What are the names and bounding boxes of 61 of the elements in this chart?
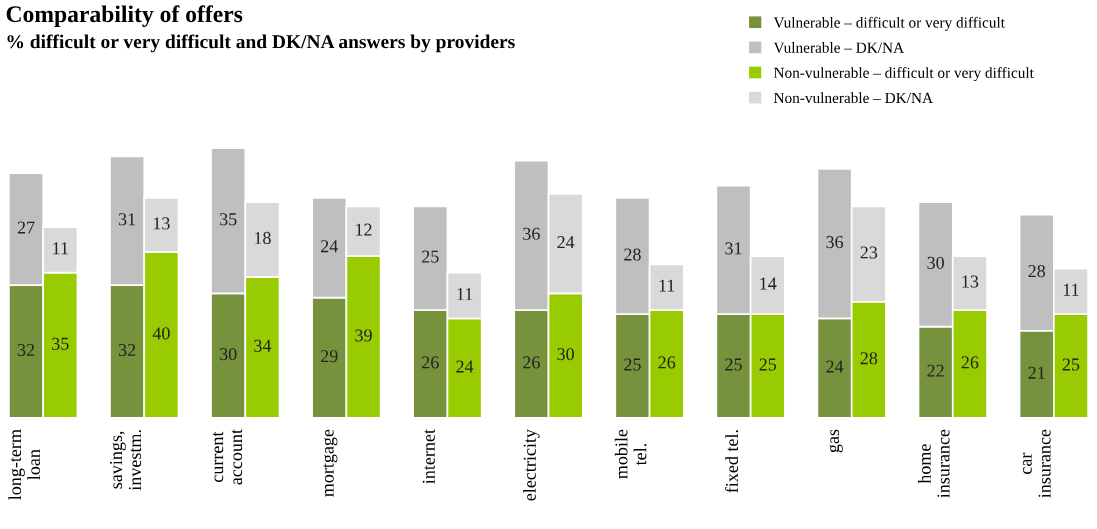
data-label: 31 [725, 242, 742, 255]
data-label: 12 [356, 223, 372, 236]
data-label: 25 [725, 358, 742, 371]
chart-subtitle: % difficult or very difficult and DK/NA answers by providers [7, 34, 515, 53]
data-label: 28 [1028, 265, 1046, 278]
data-label: 11 [457, 287, 473, 300]
data-label: 21 [1028, 366, 1045, 379]
data-label: 24 [321, 240, 338, 253]
data-label: 30 [927, 256, 944, 269]
data-label: 13 [962, 275, 979, 288]
data-label: 24 [557, 236, 575, 248]
data-label: 35 [52, 337, 69, 350]
data-label: 11 [1063, 283, 1079, 296]
data-label: 35 [220, 213, 237, 226]
x-tick-label: home insurance [918, 429, 950, 498]
data-label: 26 [961, 356, 979, 369]
data-label: 25 [759, 358, 777, 371]
data-label: 28 [860, 352, 878, 365]
x-tick-label: current account [212, 429, 243, 485]
data-label: 36 [826, 236, 844, 249]
data-label: 31 [118, 213, 136, 226]
data-label: 28 [624, 248, 641, 261]
data-label: 13 [153, 217, 170, 230]
data-label: 39 [355, 329, 372, 342]
data-label: 25 [422, 250, 439, 263]
data-label: 24 [826, 360, 844, 373]
data-label: 40 [152, 327, 170, 340]
legend-label: Vulnerable – difficult or very difficult [773, 16, 1005, 31]
legend-label: Vulnerable – DK/NA [773, 42, 905, 53]
data-label: 25 [624, 358, 641, 371]
chart-title: Comparability of offers [6, 5, 243, 28]
data-label: 32 [118, 343, 136, 357]
data-label: 11 [659, 279, 675, 292]
x-tick-label: savings, investm. [110, 430, 142, 491]
x-tick-label: mortgage [323, 429, 338, 497]
data-label: 14 [760, 277, 777, 290]
data-label: 34 [254, 339, 272, 352]
data-label: 25 [1062, 358, 1080, 371]
data-label: 27 [17, 221, 35, 234]
data-label: 23 [860, 246, 878, 259]
x-tick-label: internet [422, 429, 435, 484]
x-tick-label: fixed tel. [725, 430, 739, 493]
data-label: 26 [422, 356, 439, 369]
x-tick-label: electricity [523, 429, 540, 501]
x-tick-label: long-term loan [8, 429, 41, 500]
x-tick-label: gas [829, 429, 843, 453]
data-label: 36 [523, 227, 540, 240]
data-label: 32 [17, 343, 35, 357]
data-label: 22 [927, 364, 944, 377]
data-label: 26 [523, 356, 540, 369]
data-label: 18 [254, 231, 271, 245]
data-label: 29 [321, 350, 338, 363]
data-label: 26 [658, 356, 676, 369]
x-tick-label: car insurance [1023, 429, 1051, 498]
legend-label: Non-vulnerable – DK/NA [773, 92, 933, 104]
x-tick-label: mobile tel. [614, 429, 647, 479]
data-label: 30 [220, 348, 237, 361]
data-label: 24 [456, 360, 474, 373]
legend-label: Non-vulnerable – difficult or very difficult [773, 67, 1034, 82]
data-label: 11 [53, 242, 68, 255]
data-label: 30 [557, 348, 574, 361]
